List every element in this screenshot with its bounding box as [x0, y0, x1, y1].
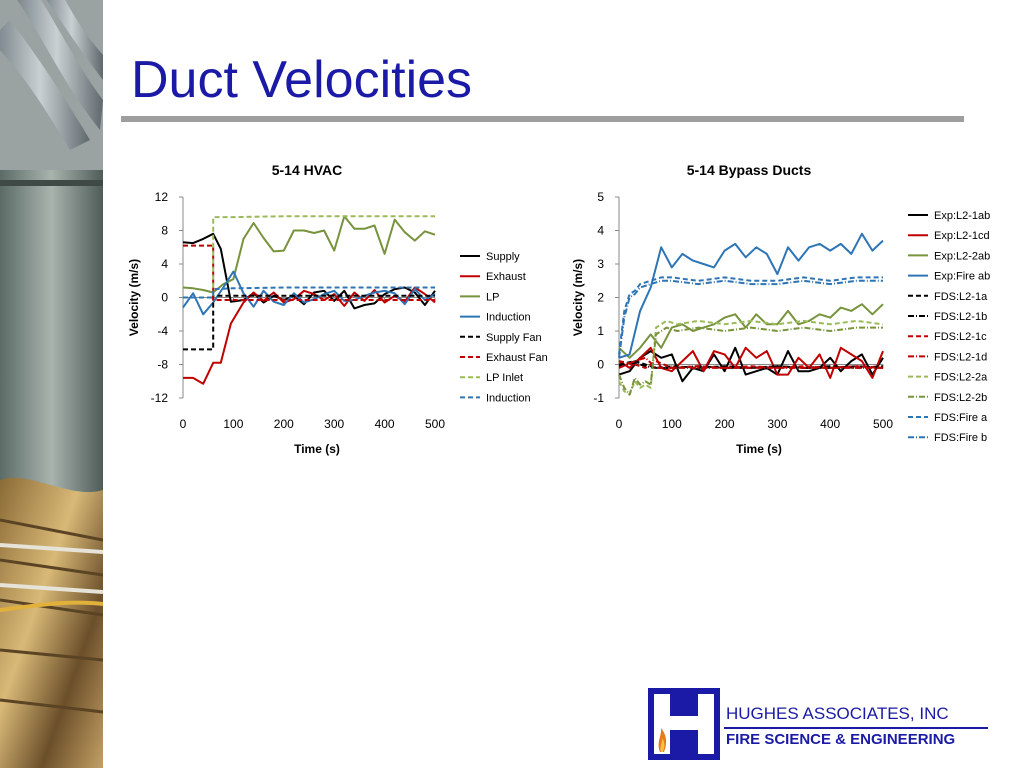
- bypass-legend-label: FDS:L2-2b: [934, 392, 987, 404]
- slide-title: Duct Velocities: [131, 51, 473, 109]
- bypass-series-line-10: [618, 276, 883, 355]
- bypass-y-axis-label: Velocity (m/s): [571, 259, 585, 336]
- hvac-chart-title: 5-14 HVAC: [272, 162, 343, 178]
- hvac-series-line-7: [183, 286, 435, 299]
- bypass-legend-label: FDS:Fire a: [934, 412, 988, 424]
- hvac-legend-label: LP Inlet: [486, 372, 523, 384]
- bypass-legend-label: FDS:Fire b: [934, 432, 987, 444]
- bypass-y-tick-label: 1: [597, 324, 604, 338]
- hvac-y-tick-label: 12: [155, 190, 169, 204]
- bypass-series-line-0: [618, 346, 884, 383]
- hvac-y-tick-label: -8: [157, 358, 168, 372]
- company-name: HUGHES ASSOCIATES, INC: [726, 704, 949, 723]
- bypass-series-line-6: [618, 360, 884, 369]
- bypass-chart-title: 5-14 Bypass Ducts: [687, 162, 812, 178]
- hvac-series-line-0: [182, 232, 436, 310]
- company-tagline: FIRE SCIENCE & ENGINEERING: [726, 731, 956, 748]
- bypass-y-tick-label: 3: [597, 257, 604, 271]
- hvac-y-tick-label: -4: [157, 324, 168, 338]
- hvac-y-tick-label: 0: [161, 291, 168, 305]
- hvac-series-line-2: [182, 215, 436, 294]
- hvac-x-tick-label: 0: [180, 417, 187, 431]
- hvac-legend-label: LP: [486, 291, 499, 303]
- bypass-legend-label: FDS:L2-1c: [934, 331, 987, 343]
- hvac-x-tick-label: 300: [324, 417, 344, 431]
- company-divider: [724, 727, 988, 729]
- bypass-x-axis-label: Time (s): [736, 442, 782, 456]
- hvac-x-tick-label: 100: [223, 417, 243, 431]
- bypass-legend-label: FDS:L2-1d: [934, 351, 987, 363]
- hvac-legend-label: Induction: [486, 312, 531, 324]
- hvac-series-line-6: [183, 215, 435, 299]
- hvac-y-axis-label: Velocity (m/s): [127, 259, 141, 336]
- hvac-x-tick-label: 200: [274, 417, 294, 431]
- bypass-legend-label: Exp:Fire ab: [934, 271, 990, 283]
- bypass-x-tick-label: 0: [616, 417, 623, 431]
- hvac-legend-label: Supply: [486, 251, 520, 263]
- bypass-legend-label: Exp:L2-1ab: [934, 210, 990, 222]
- bypass-series-line-3: [618, 232, 884, 359]
- hvac-x-axis-label: Time (s): [294, 442, 340, 456]
- bypass-legend-label: Exp:L2-2ab: [934, 250, 990, 262]
- duct-photo: [0, 0, 103, 768]
- bypass-series-line-4: [618, 360, 884, 369]
- hvac-series-line-4: [183, 294, 435, 351]
- bypass-x-tick-label: 300: [767, 417, 787, 431]
- bypass-series-line-8: [618, 319, 884, 396]
- hvac-legend-label: Exhaust: [486, 271, 526, 283]
- bypass-y-tick-label: 0: [597, 358, 604, 372]
- hvac-y-tick-label: 4: [161, 257, 168, 271]
- hvac-x-tick-label: 500: [425, 417, 445, 431]
- bypass-y-tick-label: 4: [597, 224, 604, 238]
- hvac-legend-label: Exhaust Fan: [486, 352, 548, 364]
- bypass-series-line-11: [618, 279, 883, 358]
- bypass-series-line-7: [618, 356, 883, 369]
- hvac-x-tick-label: 400: [375, 417, 395, 431]
- bypass-series-line-9: [618, 326, 883, 396]
- bypass-legend-label: FDS:L2-1b: [934, 311, 987, 323]
- bypass-y-tick-label: 5: [597, 190, 604, 204]
- hvac-series-line-5: [183, 244, 435, 301]
- bypass-legend-label: Exp:L2-1cd: [934, 230, 990, 242]
- hvac-y-tick-label: 8: [161, 224, 168, 238]
- bypass-legend-label: FDS:L2-1a: [934, 291, 988, 303]
- bypass-y-tick-label: -1: [593, 391, 604, 405]
- bypass-x-tick-label: 200: [715, 417, 735, 431]
- hvac-legend-label: Supply Fan: [486, 332, 542, 344]
- bypass-x-tick-label: 100: [662, 417, 682, 431]
- bypass-x-tick-label: 400: [820, 417, 840, 431]
- hvac-legend-label: Induction: [486, 392, 531, 404]
- bypass-x-tick-label: 500: [873, 417, 893, 431]
- hvac-series-line-1: [183, 286, 436, 385]
- bypass-legend-label: FDS:L2-2a: [934, 372, 988, 384]
- hughes-logo-icon: [648, 688, 720, 760]
- bypass-y-tick-label: 2: [597, 291, 604, 305]
- hvac-y-tick-label: -12: [151, 391, 169, 405]
- title-divider: [121, 116, 964, 122]
